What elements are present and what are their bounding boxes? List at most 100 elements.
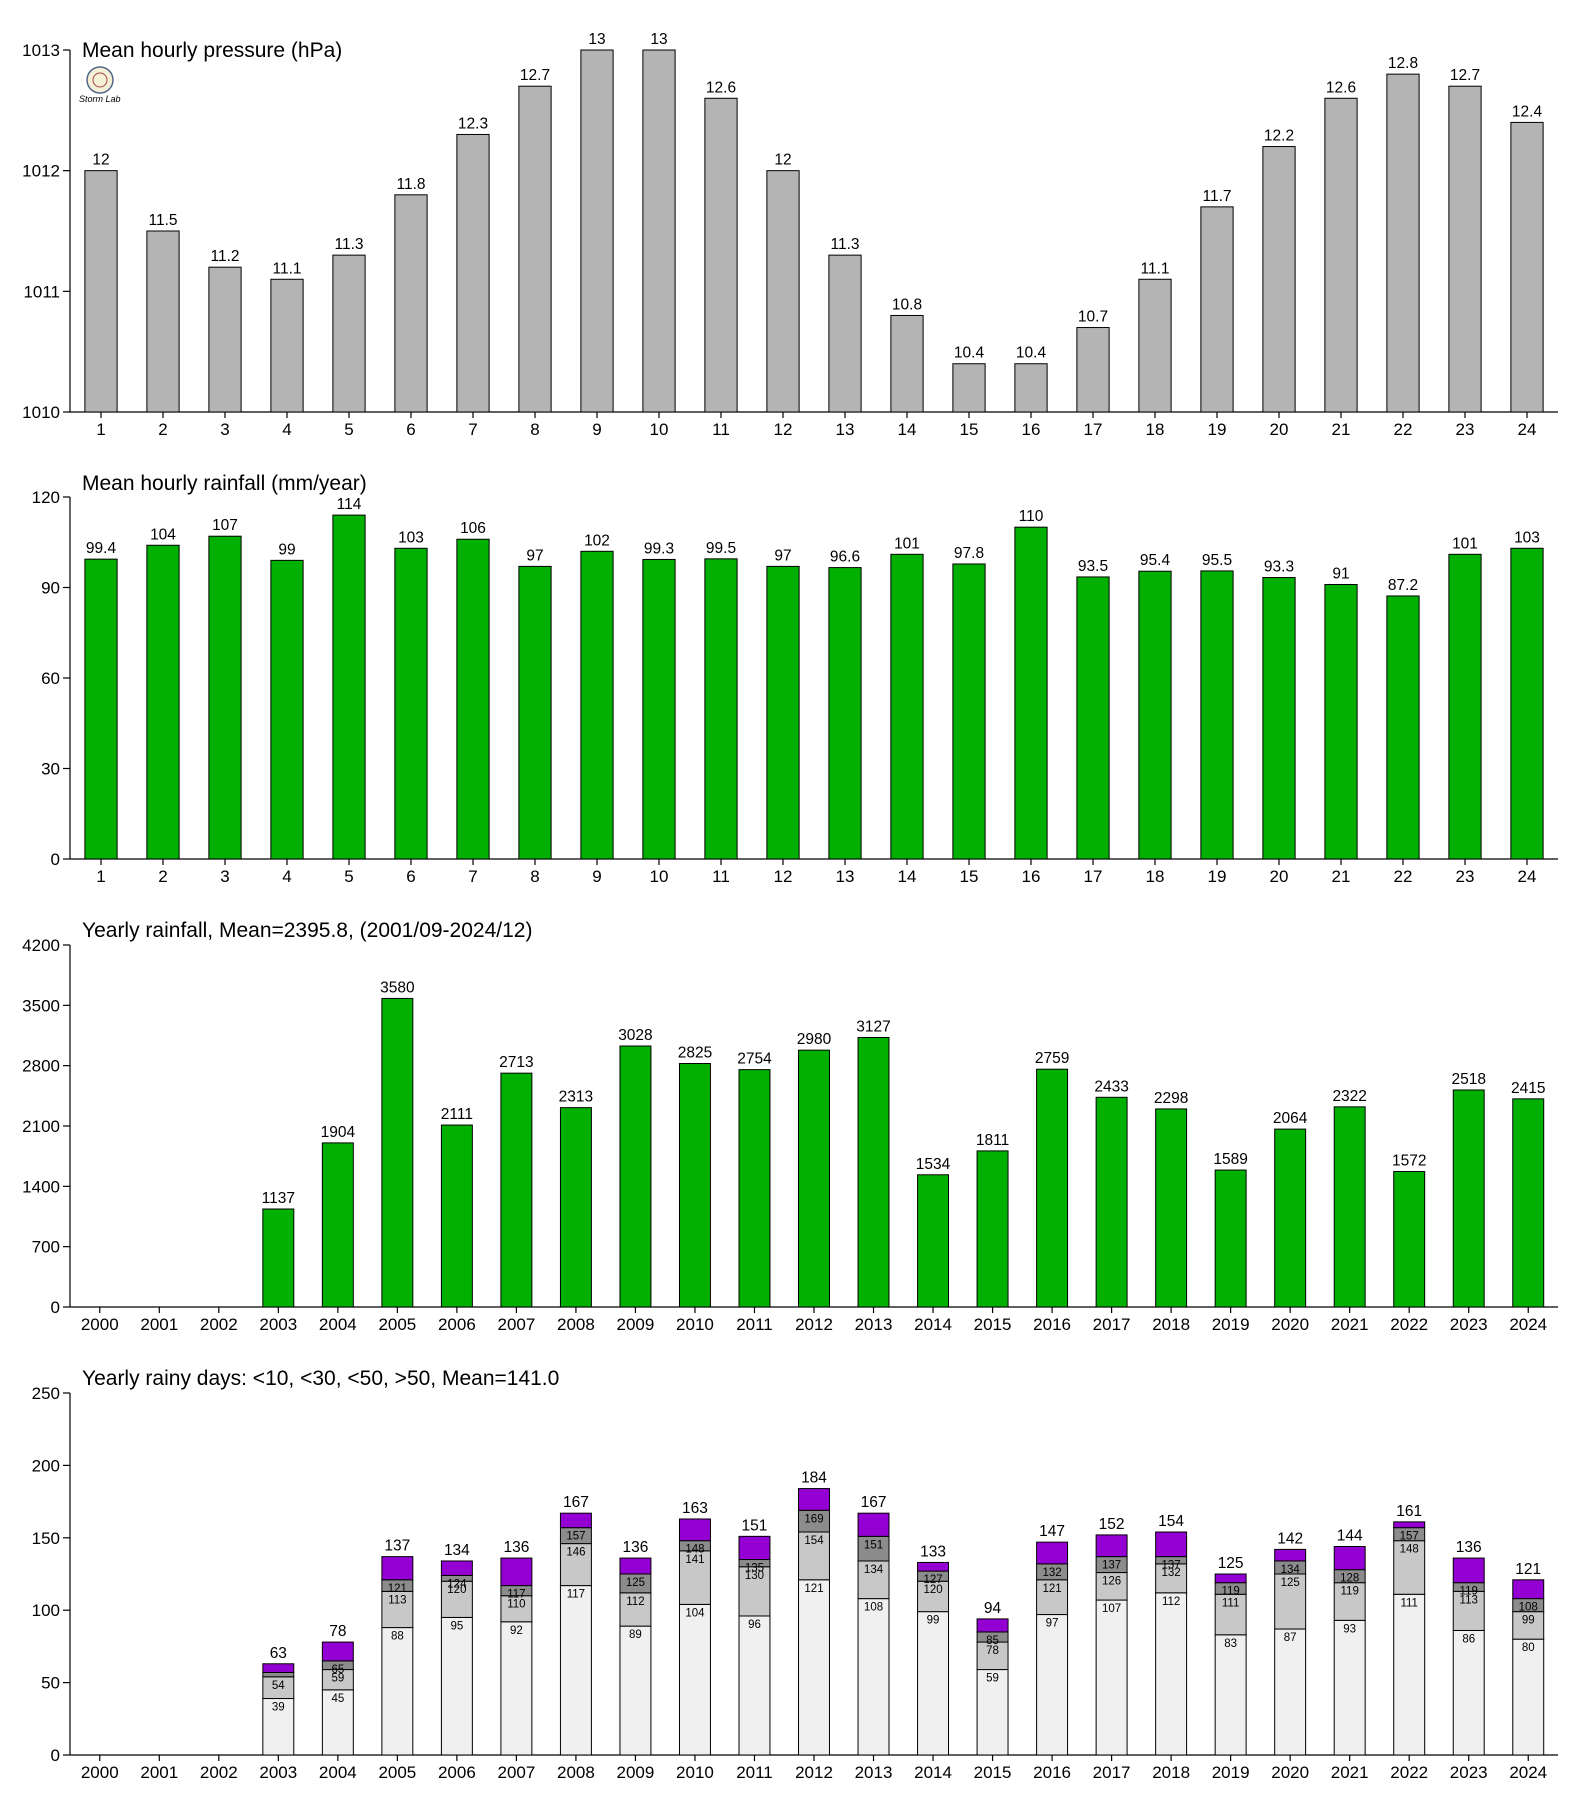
- x-tick-label: 10: [650, 420, 669, 439]
- x-tick-label: 2013: [855, 1315, 893, 1334]
- bar: [704, 97, 738, 413]
- segment-value-label: 121: [1042, 1583, 1061, 1595]
- x-tick-label: 2001: [140, 1763, 178, 1782]
- x-tick-label: 15: [960, 867, 979, 886]
- bar-segment-gt50: [1512, 1579, 1545, 1600]
- bar-segment-gt50: [1036, 1541, 1069, 1565]
- x-tick-label: 13: [836, 867, 855, 886]
- x-tick-label: 20: [1270, 867, 1289, 886]
- bar: [270, 559, 304, 860]
- bar-value-label: 102: [584, 532, 610, 549]
- x-tick-label: 21: [1332, 867, 1351, 886]
- segment-value-label: 137: [1162, 1560, 1181, 1572]
- x-tick-label: 8: [530, 867, 539, 886]
- bar: [766, 565, 800, 860]
- bar: [1393, 1171, 1426, 1308]
- bar-value-label: 12.8: [1388, 55, 1418, 72]
- segment-value-label: 93: [1343, 1623, 1356, 1635]
- bar: [394, 194, 428, 413]
- x-tick-label: 2019: [1212, 1315, 1250, 1334]
- total-value-label: 134: [444, 1542, 470, 1559]
- y-tick-label: 100: [32, 1601, 60, 1620]
- bar: [857, 1036, 890, 1308]
- bar-segment-lt10: [381, 1627, 414, 1756]
- y-tick-label: 1013: [22, 41, 60, 60]
- total-value-label: 133: [920, 1543, 946, 1560]
- bar-segment-gt50: [381, 1556, 414, 1581]
- chart-title: Yearly rainy days: <10, <30, <50, >50, M…: [82, 1367, 559, 1390]
- bar: [1274, 1128, 1307, 1308]
- x-tick-label: 15: [960, 420, 979, 439]
- segment-value-label: 157: [566, 1531, 585, 1543]
- bar-segment-lt10: [1333, 1619, 1366, 1756]
- bar-value-label: 12.6: [1326, 79, 1356, 96]
- total-value-label: 163: [682, 1500, 708, 1517]
- bar: [1214, 1169, 1247, 1308]
- bar-segment-lt10: [1512, 1638, 1545, 1756]
- bar-value-label: 11.3: [334, 236, 363, 253]
- segment-value-label: 65: [331, 1664, 344, 1676]
- bar-value-label: 2322: [1332, 1088, 1366, 1105]
- segment-value-label: 125: [626, 1577, 645, 1589]
- bar-value-label: 101: [894, 535, 920, 552]
- segment-value-label: 45: [331, 1693, 344, 1705]
- bar-segment-lt30: [1274, 1573, 1307, 1630]
- segment-value-label: 120: [923, 1584, 942, 1596]
- bar-value-label: 12.2: [1264, 128, 1294, 145]
- bar-segment-gt50: [262, 1663, 295, 1673]
- bar-value-label: 12.7: [520, 67, 550, 84]
- segment-value-label: 112: [626, 1596, 644, 1608]
- total-value-label: 136: [503, 1539, 529, 1556]
- segment-value-label: 117: [507, 1589, 525, 1601]
- bar-segment-gt50: [917, 1561, 950, 1572]
- bar-value-label: 2064: [1273, 1110, 1308, 1127]
- bar-segment-gt50: [559, 1512, 592, 1529]
- bar-segment-lt30: [619, 1592, 652, 1627]
- bar-segment-lt30: [1214, 1593, 1247, 1636]
- lab-seal-icon: [86, 66, 114, 94]
- bar-segment-lt10: [917, 1611, 950, 1756]
- x-tick-label: 9: [592, 867, 601, 886]
- y-tick-label: 0: [51, 1298, 60, 1317]
- segment-value-label: 141: [685, 1554, 704, 1566]
- bar-segment-lt30: [1095, 1572, 1128, 1601]
- y-tick-label: 1012: [22, 162, 60, 181]
- segment-value-label: 130: [745, 1570, 764, 1582]
- bar: [381, 997, 414, 1308]
- x-tick-label: 22: [1394, 420, 1413, 439]
- bar-segment-lt50: [262, 1671, 295, 1678]
- bar-segment-lt10: [1095, 1599, 1128, 1756]
- segment-value-label: 125: [1281, 1577, 1300, 1589]
- bar: [1262, 577, 1296, 860]
- bar-segment-lt10: [798, 1579, 830, 1756]
- segment-value-label: 148: [685, 1544, 704, 1556]
- segment-value-label: 89: [629, 1629, 642, 1641]
- bar: [642, 49, 676, 413]
- bar-value-label: 107: [212, 517, 238, 534]
- y-tick-label: 3500: [22, 996, 60, 1015]
- segment-value-label: 151: [864, 1539, 883, 1551]
- total-value-label: 161: [1396, 1503, 1422, 1520]
- bar-value-label: 1811: [976, 1132, 1009, 1149]
- bar-segment-gt50: [738, 1535, 771, 1561]
- segment-value-label: 112: [1162, 1596, 1180, 1608]
- segment-value-label: 132: [1162, 1567, 1181, 1579]
- segment-value-label: 39: [272, 1702, 285, 1714]
- y-tick-label: 50: [41, 1674, 60, 1693]
- segment-value-label: 85: [986, 1635, 999, 1647]
- bar-value-label: 114: [337, 496, 362, 513]
- bar: [1200, 570, 1234, 860]
- bar-segment-lt10: [321, 1689, 354, 1756]
- x-tick-label: 2006: [438, 1763, 476, 1782]
- bar-value-label: 104: [150, 526, 176, 543]
- bar-value-label: 10.8: [892, 296, 922, 313]
- x-tick-label: 2: [158, 867, 167, 886]
- x-tick-label: 2018: [1152, 1763, 1190, 1782]
- x-tick-label: 7: [468, 867, 477, 886]
- bar: [1510, 547, 1544, 860]
- bar-value-label: 11.1: [1140, 260, 1169, 277]
- x-tick-label: 4: [282, 867, 291, 886]
- segment-value-label: 111: [1400, 1597, 1417, 1609]
- bar-segment-gt50: [1095, 1534, 1128, 1558]
- bar-value-label: 2313: [559, 1089, 593, 1106]
